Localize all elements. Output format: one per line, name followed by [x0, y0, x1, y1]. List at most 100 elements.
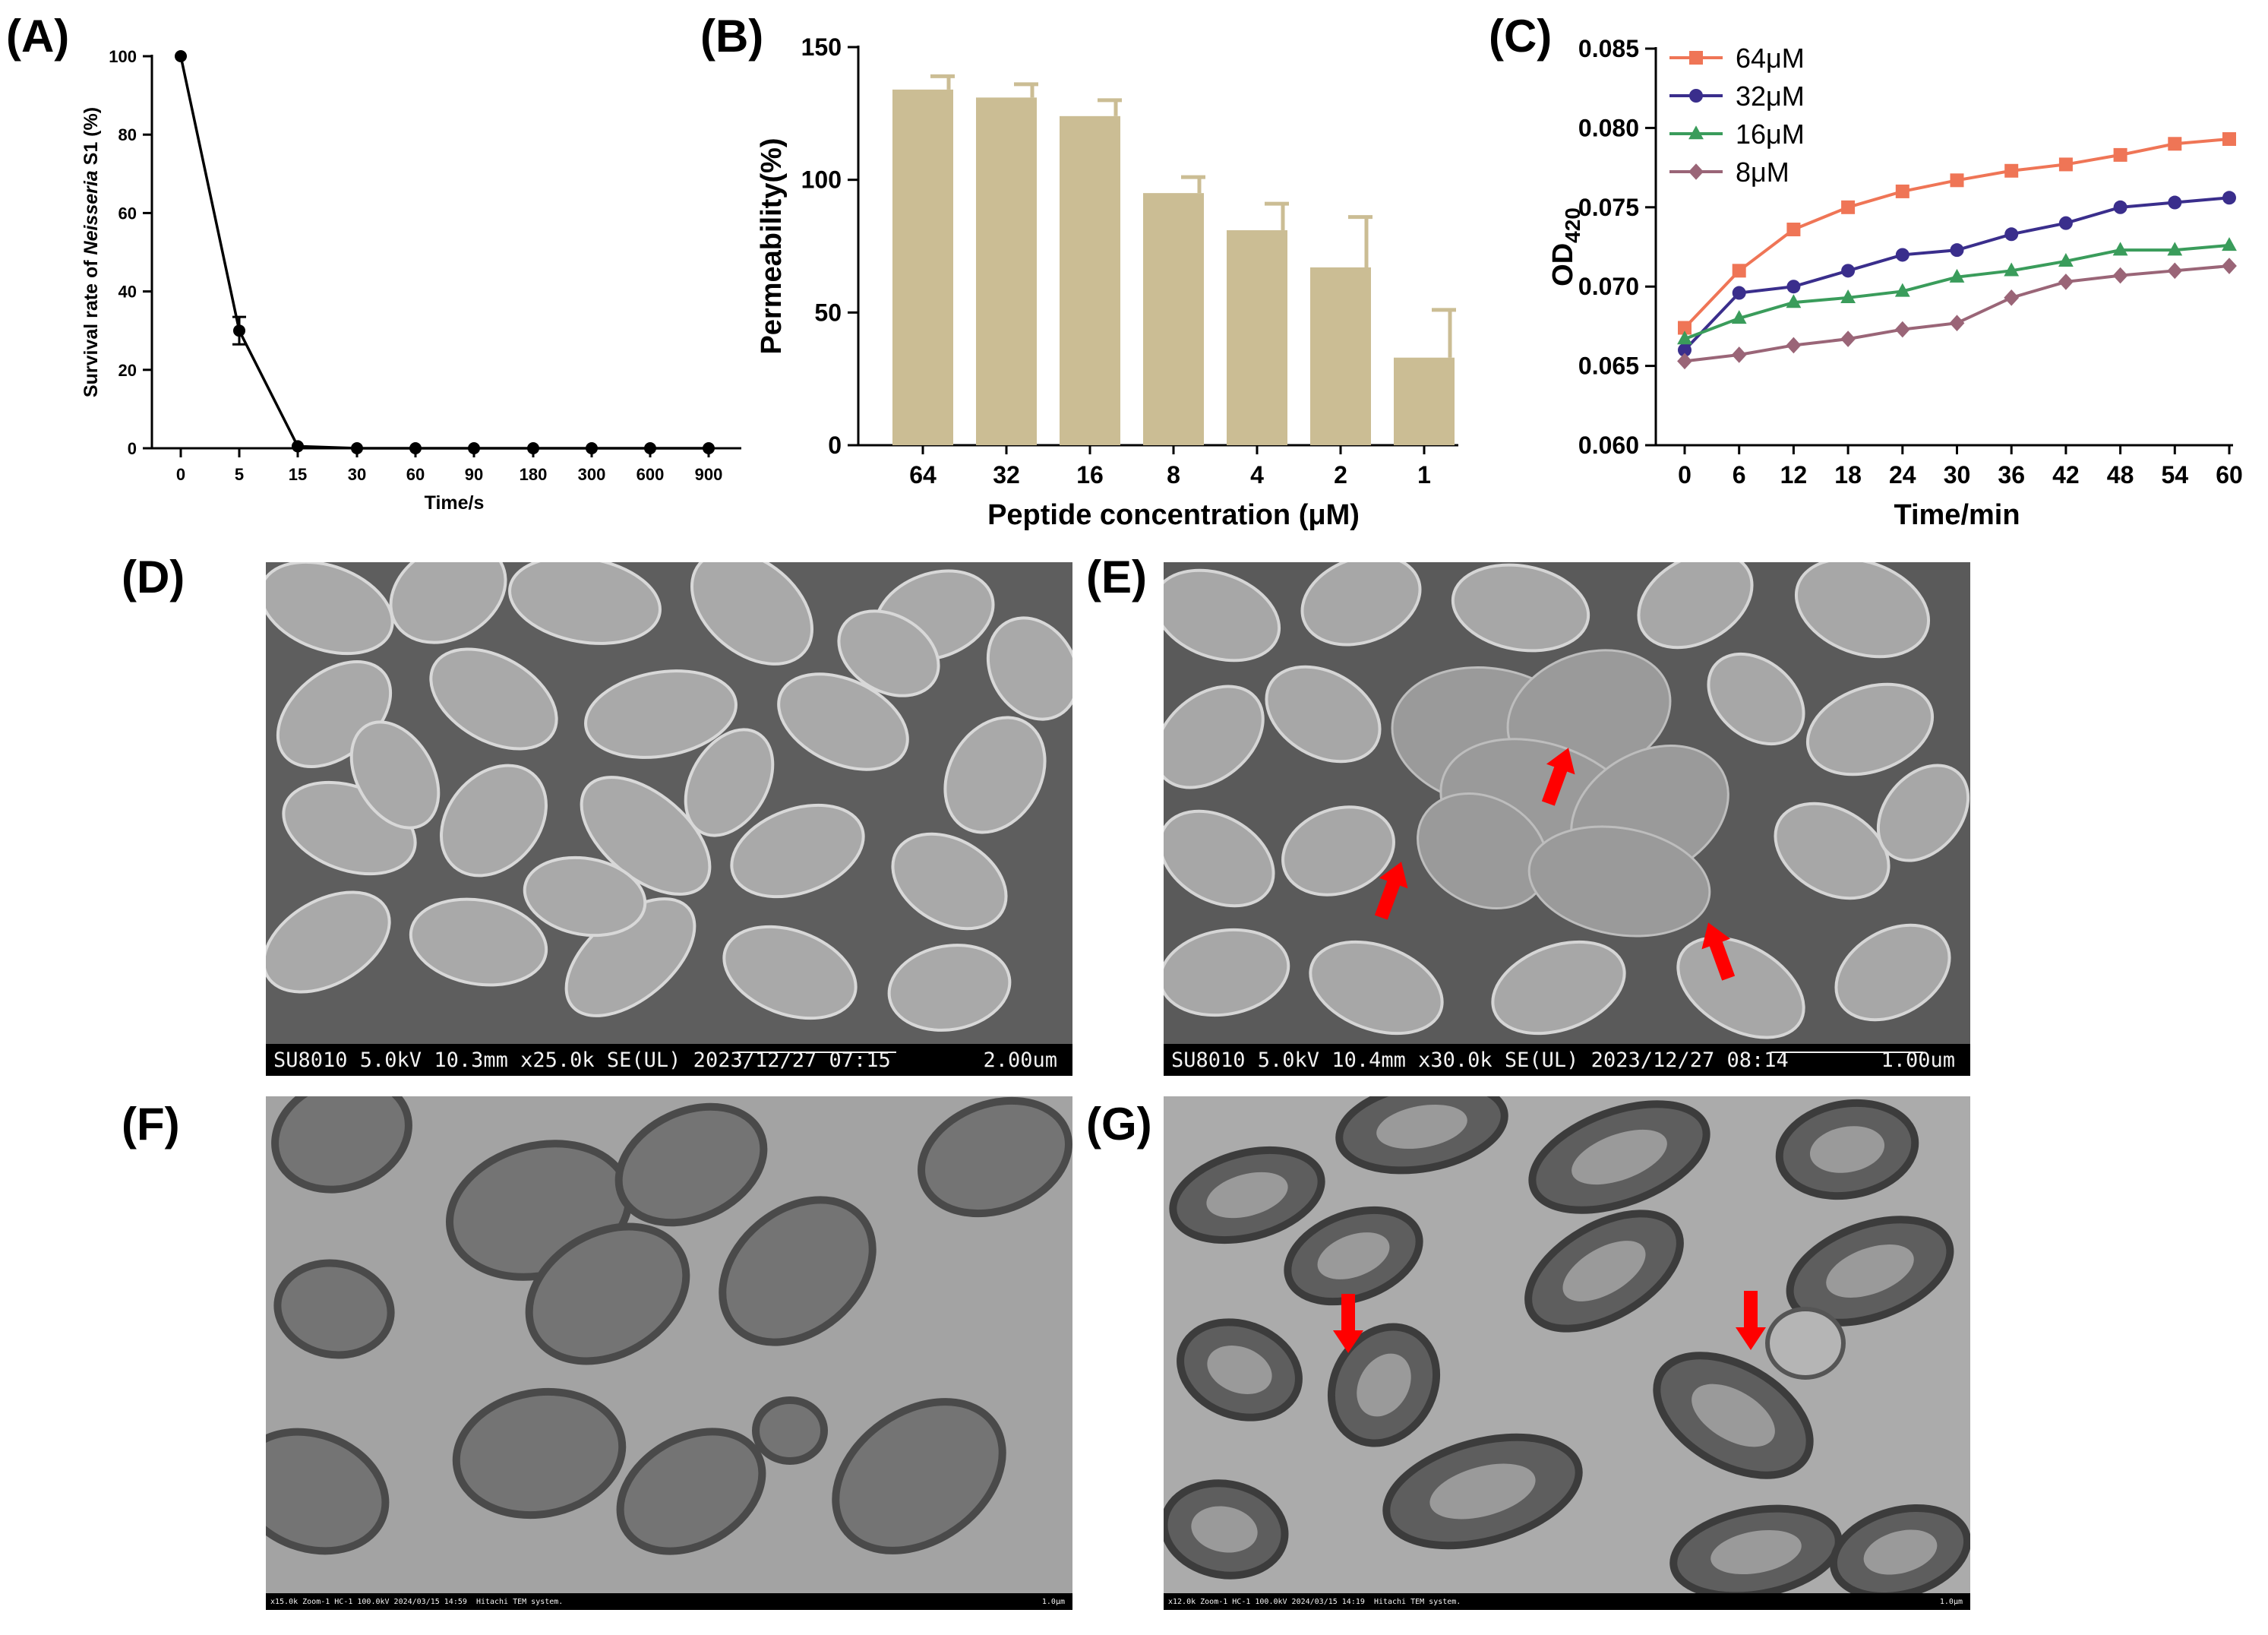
- x-tick-label: 60: [406, 465, 425, 484]
- y-axis-label-italic: Neisseria: [81, 170, 102, 255]
- bar: [892, 89, 953, 445]
- x-tick-label: 4: [1250, 461, 1264, 489]
- tem-cell: [918, 1096, 1072, 1218]
- bar: [1310, 267, 1371, 445]
- series-line: [179, 55, 709, 450]
- arrow-head: [1701, 922, 1731, 950]
- tem-caption-bar-f: x15.0k Zoom-1 HC-1 100.0kV 2024/03/15 14…: [266, 1593, 1072, 1610]
- data-point: [1949, 315, 1965, 332]
- tem-scale-f: 1.0μm: [1041, 1597, 1065, 1606]
- y-tick-label: 0: [828, 432, 842, 459]
- x-tick-label: 16: [1076, 461, 1104, 489]
- x-tick-label: 300: [578, 465, 606, 484]
- arrow-shaft: [1541, 765, 1568, 806]
- data-point: [586, 442, 598, 454]
- sem-cell: [777, 672, 909, 771]
- arrow-head: [1546, 748, 1575, 775]
- data-point: [1786, 294, 1802, 308]
- y-tick-label: 40: [118, 283, 137, 302]
- x-tick-label: 0: [1678, 461, 1692, 489]
- sem-cell: [722, 925, 858, 1020]
- tem-cell: [452, 1387, 627, 1520]
- arrow-shaft: [1709, 940, 1736, 981]
- panel-label-d: (D): [122, 552, 185, 602]
- sem-cell: [837, 609, 940, 697]
- tem-image-g: [1164, 1096, 1970, 1593]
- arrow-shaft: [1341, 1294, 1355, 1332]
- sem-cell: [1300, 562, 1422, 647]
- sem-micrograph-treated: SU8010 5.0kV 10.4mm x30.0k SE(UL) 2023/1…: [1164, 562, 1970, 1076]
- x-tick-label: 2: [1334, 461, 1347, 489]
- series-0: [1678, 132, 2236, 335]
- y-tick-label: 50: [814, 299, 842, 326]
- arrow-shaft: [1744, 1291, 1758, 1329]
- data-point: [1731, 310, 1747, 324]
- tem-cell: [832, 1398, 1006, 1554]
- x-tick-label: 90: [465, 465, 483, 484]
- tem-cell: [271, 1096, 412, 1194]
- data-point: [1677, 330, 1692, 345]
- legend-label: 64μM: [1736, 43, 1805, 74]
- tem-nucleoid: [1863, 1529, 1938, 1575]
- y-tick-label: 0: [128, 439, 137, 458]
- arrow-head: [1736, 1327, 1766, 1350]
- sem-caption-bar-d: SU8010 5.0kV 10.3mm x25.0k SE(UL) 2023/1…: [266, 1044, 1072, 1076]
- data-point: [1786, 337, 1802, 354]
- tem-caption-bar-g: x12.0k Zoom-1 HC-1 100.0kV 2024/03/15 14…: [1164, 1593, 1970, 1610]
- sem-cell: [1834, 923, 1951, 1022]
- y-axis-label-sub: 420: [1561, 207, 1584, 243]
- sem-cell: [891, 832, 1008, 931]
- data-point: [2058, 274, 2074, 290]
- data-point: [1950, 243, 1964, 258]
- x-tick-label: 30: [348, 465, 366, 484]
- y-axis-label: OD420: [1547, 207, 1584, 286]
- bar: [1227, 230, 1287, 445]
- data-point: [1895, 248, 1909, 262]
- y-tick-label: 0.085: [1578, 35, 1639, 62]
- arrow-head: [1379, 862, 1408, 889]
- damage-arrow: [1374, 862, 1408, 920]
- tem-nucleoid: [1692, 1384, 1775, 1447]
- legend-label: 8μM: [1736, 157, 1789, 188]
- data-point: [1678, 321, 1692, 335]
- data-point: [1949, 268, 1965, 283]
- tem-cell: [719, 1196, 877, 1346]
- y-tick-label: 80: [118, 125, 137, 144]
- data-point: [644, 442, 656, 454]
- tem-nucleoid: [1809, 1126, 1885, 1173]
- sem-cell: [409, 897, 548, 987]
- legend-marker: [1689, 51, 1703, 65]
- y-tick-label: 0.060: [1578, 432, 1639, 459]
- data-point: [1678, 343, 1692, 357]
- scale-ticks-e: [1771, 1042, 1923, 1053]
- y-tick-label: 0.080: [1578, 114, 1639, 141]
- legend-marker: [1688, 163, 1704, 180]
- x-tick-label: 54: [2162, 461, 2189, 489]
- data-point: [2222, 191, 2236, 205]
- x-tick-label: 12: [1780, 461, 1808, 489]
- tem-micrograph-treated: x12.0k Zoom-1 HC-1 100.0kV 2024/03/15 14…: [1164, 1096, 1970, 1610]
- bar: [976, 97, 1037, 445]
- sem-cell: [349, 720, 441, 830]
- data-point: [2167, 242, 2183, 256]
- data-point: [2168, 137, 2182, 151]
- sem-cell: [1281, 805, 1395, 897]
- damage-arrow: [1736, 1291, 1766, 1350]
- data-point: [1950, 173, 1964, 188]
- data-point: [2058, 252, 2074, 267]
- x-tick-label: 180: [520, 465, 548, 484]
- y-axis-label: Survival rate of Neisseria S1 (%): [81, 107, 102, 397]
- y-axis-label: Permeability(%): [756, 138, 788, 354]
- tem-micrograph-control: x15.0k Zoom-1 HC-1 100.0kV 2024/03/15 14…: [266, 1096, 1072, 1610]
- x-axis-label: Time/min: [1894, 499, 2020, 531]
- data-point: [2058, 216, 2073, 230]
- y-tick-label: 0.065: [1578, 353, 1639, 380]
- data-point: [2004, 227, 2019, 242]
- sem-cell: [1491, 940, 1626, 1036]
- data-point: [527, 442, 539, 454]
- data-point: [2113, 200, 2127, 214]
- data-point: [468, 442, 480, 454]
- sem-caption-bar-e: SU8010 5.0kV 10.4mm x30.0k SE(UL) 2023/1…: [1164, 1044, 1970, 1076]
- x-tick-label: 60: [2216, 461, 2243, 489]
- data-point: [1731, 346, 1747, 363]
